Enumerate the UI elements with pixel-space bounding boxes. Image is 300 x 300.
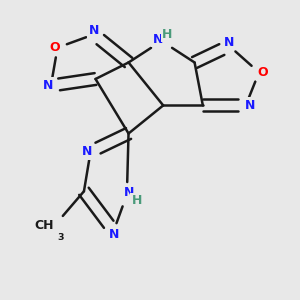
Text: N: N: [109, 228, 119, 241]
Text: N: N: [244, 99, 255, 112]
Text: N: N: [224, 35, 234, 49]
Text: H: H: [132, 194, 142, 207]
Text: O: O: [258, 66, 268, 79]
Text: 3: 3: [57, 233, 63, 242]
Text: N: N: [152, 33, 163, 46]
Text: N: N: [89, 24, 99, 37]
Text: N: N: [42, 79, 53, 92]
Text: N: N: [124, 186, 135, 200]
Text: O: O: [50, 41, 60, 54]
Text: CH: CH: [35, 220, 54, 232]
Text: H: H: [162, 28, 173, 41]
Text: N: N: [82, 145, 92, 158]
